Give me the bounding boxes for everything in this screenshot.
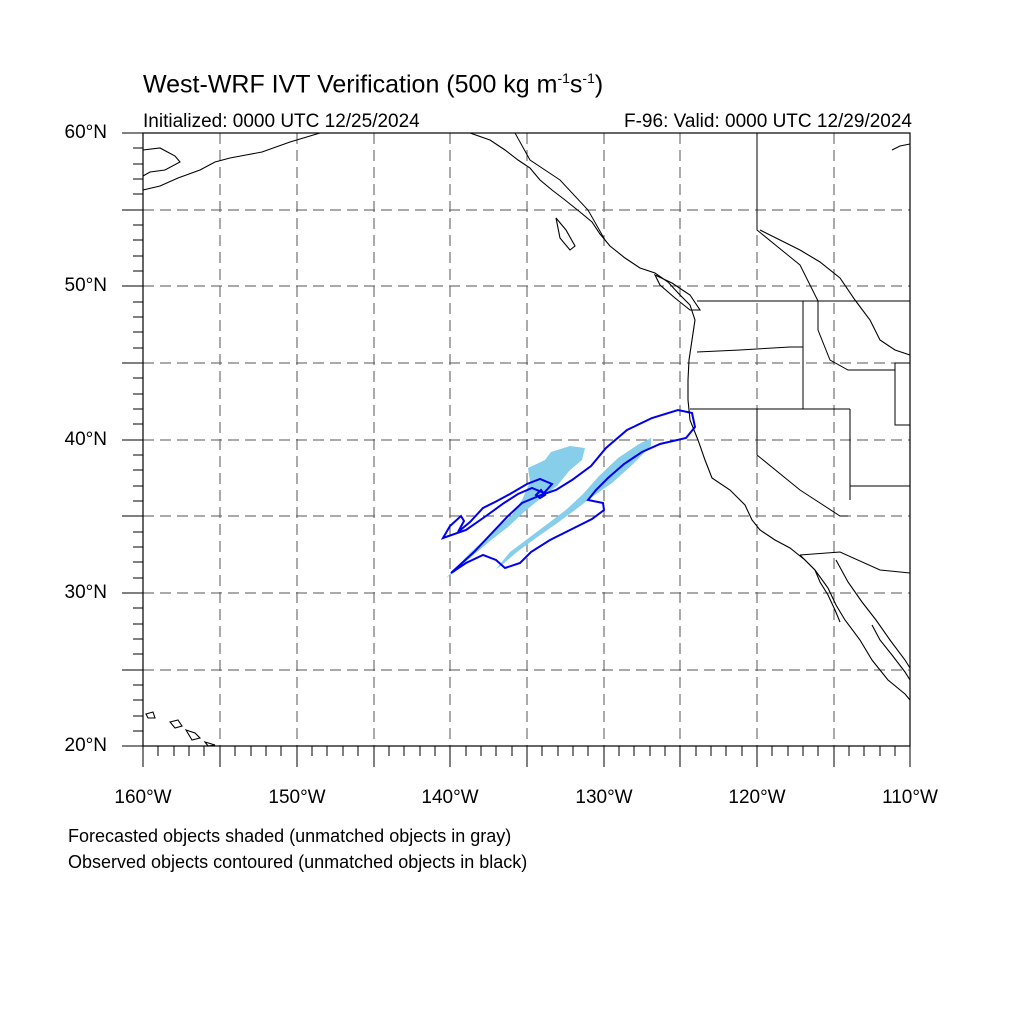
hawaii-3 [184, 729, 202, 741]
map-title: West-WRF IVT Verification (500 kg m-1s-1… [143, 70, 604, 99]
lon-label-120w: 120°W [728, 787, 786, 808]
alaska-peninsula [142, 132, 321, 191]
bottom-ticks [142, 746, 911, 767]
alaska-canada-border [514, 132, 606, 241]
forecast-object-3 [541, 456, 565, 476]
observed-contour-1 [450, 408, 697, 574]
alaska-west-coast [142, 147, 181, 177]
lon-label-160w: 160°W [114, 787, 172, 808]
init-time-label: Initialized: 0000 UTC 12/25/2024 [143, 111, 420, 132]
lon-label-150w: 150°W [268, 787, 326, 808]
forecast-legend-note: Forecasted objects shaded (unmatched obj… [68, 826, 512, 846]
usa-mexico-border [799, 551, 911, 574]
graticule [143, 133, 910, 746]
lat-label-30n: 30°N [64, 582, 107, 603]
baja-california [799, 554, 911, 701]
gulf-of-alaska-coast [469, 132, 841, 623]
lon-label-130w: 130°W [575, 787, 633, 808]
hawaii-2 [169, 719, 183, 729]
bc-alberta-border [756, 133, 819, 302]
observed-contour-2 [440, 477, 554, 540]
left-ticks [122, 132, 143, 747]
montana-border [817, 301, 895, 371]
observed-legend-note: Observed objects contoured (unmatched ob… [68, 852, 528, 872]
lon-label-110w: 110°W [882, 787, 938, 808]
haida-gwaii [555, 217, 576, 251]
lat-label-20n: 20°N [64, 735, 107, 756]
lat-label-60n: 60°N [64, 122, 107, 143]
hawaii-1 [145, 711, 156, 719]
forecast-object-2 [496, 438, 651, 569]
wyoming-border [894, 362, 911, 426]
mexico-mainland [871, 624, 911, 681]
observed-contour-3 [534, 488, 547, 500]
washington-oregon-border [696, 346, 803, 353]
coastlines [142, 132, 911, 747]
gulf-of-california [835, 559, 911, 669]
observed-objects [440, 408, 697, 574]
vancouver-island [653, 273, 702, 311]
lat-label-50n: 50°N [64, 275, 107, 296]
valid-time-label: F-96: Valid: 0000 UTC 12/29/2024 [624, 111, 912, 132]
lat-label-40n: 40°N [64, 429, 107, 450]
nevada-california-border [756, 409, 848, 517]
hudson-bay-edge [891, 143, 911, 151]
hudson-coast [759, 229, 911, 356]
political-boundaries [514, 132, 911, 574]
lon-label-140w: 140°W [421, 787, 479, 808]
